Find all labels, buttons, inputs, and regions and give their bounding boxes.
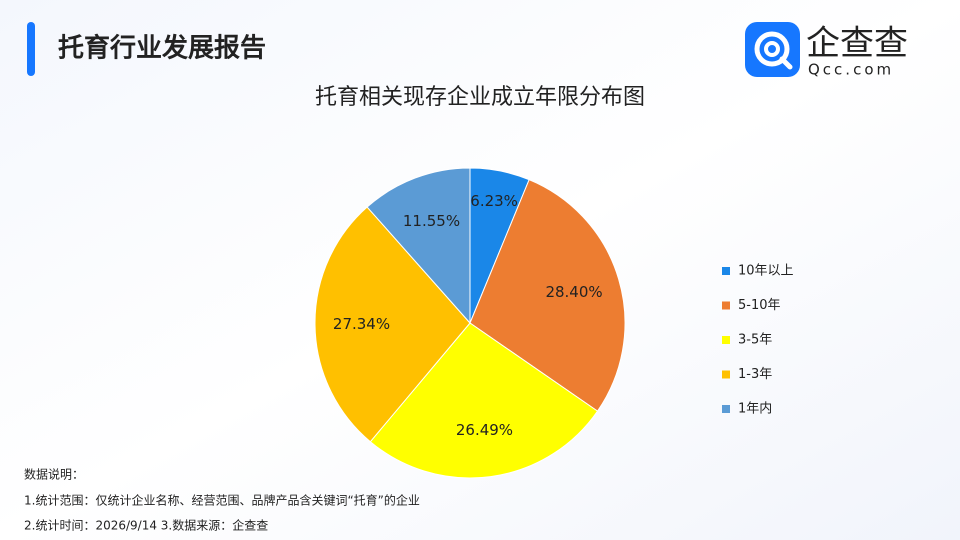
data-label: 6.23% <box>470 192 518 210</box>
data-label: 11.55% <box>403 212 460 230</box>
legend-swatch <box>722 370 730 379</box>
pie-slice <box>314 206 471 443</box>
legend-label: 5-10年 <box>738 298 781 313</box>
pie-slice <box>469 179 626 412</box>
legend-swatch <box>722 267 730 275</box>
title-accent <box>27 22 35 76</box>
notes-heading: 数据说明： <box>24 467 84 482</box>
logo-sub: Qcc.com <box>808 61 894 79</box>
data-label: 28.40% <box>545 283 602 301</box>
logo-tail <box>779 56 793 70</box>
notes-line: 2.统计时间：2026/9/14 3.数据来源：企查查 <box>24 518 268 533</box>
logo-inner <box>764 41 780 57</box>
legend-swatch <box>722 405 730 413</box>
notes-line: 1.统计范围：仅统计企业名称、经营范围、品牌产品含关键词“托育”的企业 <box>24 493 420 508</box>
legend-swatch <box>722 301 730 310</box>
legend-label: 1-3年 <box>738 367 772 382</box>
logo-ring <box>754 31 790 67</box>
legend-label: 3-5年 <box>738 333 772 348</box>
pie-slice <box>369 322 599 479</box>
header-title: 托育行业发展报告 <box>58 33 266 64</box>
legend-label: 10年以上 <box>738 264 794 279</box>
pie-slice <box>366 167 471 325</box>
logo-text: 企查查 <box>806 24 908 64</box>
legend-swatch <box>722 336 730 344</box>
data-label: 27.34% <box>333 315 390 333</box>
legend-label: 1年内 <box>738 401 772 417</box>
data-label: 26.49% <box>456 421 513 439</box>
chart-title: 托育相关现存企业成立年限分布图 <box>315 85 645 110</box>
